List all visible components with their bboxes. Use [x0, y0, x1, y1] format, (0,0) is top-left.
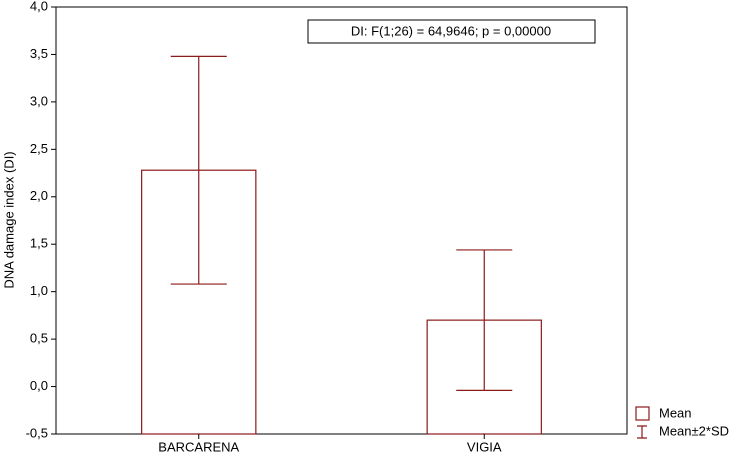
y-tick-label: 1,5	[30, 236, 48, 251]
y-axis-label: DNA damage index (DI)	[1, 151, 16, 288]
x-tick-label: BARCARENA	[158, 439, 239, 454]
legend-swatch	[635, 406, 650, 421]
legend-swatch	[637, 425, 647, 439]
x-tick-label: VIGIA	[467, 439, 502, 454]
error-bar	[456, 249, 513, 391]
y-tick-label: 1,0	[30, 283, 48, 298]
y-tick-label: 2,5	[30, 141, 48, 156]
y-tick-label: 4,0	[30, 0, 48, 13]
legend-label: Mean	[659, 405, 692, 420]
legend-label: Mean±2*SD	[659, 423, 729, 438]
y-tick-label: 0,0	[30, 378, 48, 393]
y-tick-label: 0,5	[30, 331, 48, 346]
y-tick-label: 2,0	[30, 188, 48, 203]
error-bar	[170, 55, 227, 285]
annotation-box	[307, 19, 596, 44]
y-tick-label: 3,5	[30, 46, 48, 61]
annotation: DI: F(1;26) = 64,9646; p = 0,00000	[351, 23, 551, 38]
y-tick-label: 3,0	[30, 93, 48, 108]
plot-frame	[55, 6, 628, 435]
y-tick-label: -0,5	[26, 425, 48, 440]
